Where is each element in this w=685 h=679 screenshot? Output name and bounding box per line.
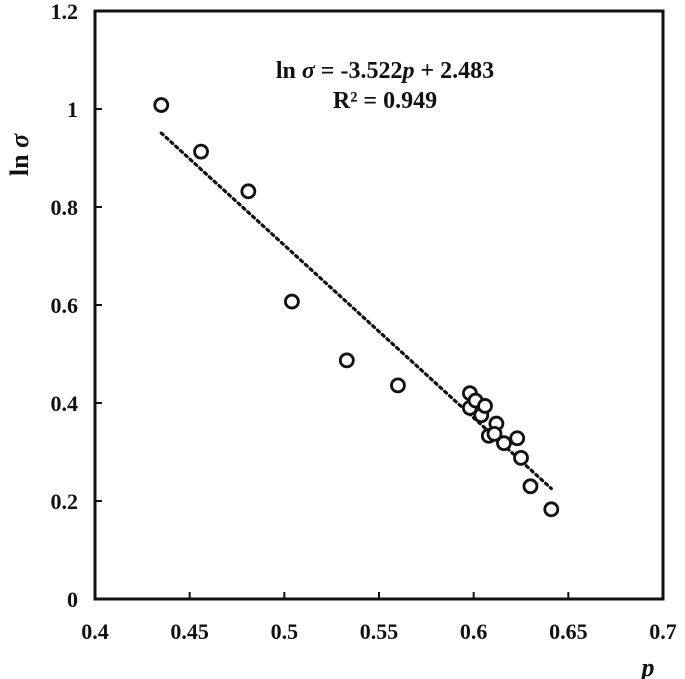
x-tick-label: 0.7 — [649, 619, 677, 644]
data-point — [193, 143, 209, 160]
trendline — [159, 131, 553, 491]
data-point — [338, 352, 355, 369]
y-tick-label: 1.2 — [51, 0, 79, 24]
data-points — [153, 97, 560, 518]
data-point — [284, 293, 300, 310]
data-point — [477, 398, 493, 414]
x-tick-label: 0.55 — [360, 619, 399, 644]
x-tick-label: 0.45 — [170, 619, 209, 644]
y-tick-label: 0.4 — [51, 391, 79, 416]
y-axis-ticks: 0 0.2 0.4 0.6 0.8 1 1.2 — [51, 0, 102, 612]
y-axis-title: ln σ — [5, 133, 34, 176]
data-point — [390, 377, 406, 394]
y-tick-label: 0.6 — [51, 293, 79, 318]
data-point — [240, 183, 257, 200]
data-point — [153, 97, 170, 113]
data-point — [522, 478, 539, 495]
data-point — [509, 430, 526, 447]
y-tick-label: 0 — [67, 587, 78, 612]
x-axis-ticks: 0.4 0.45 0.5 0.55 0.6 0.65 0.7 — [81, 592, 677, 644]
y-tick-label: 1 — [67, 97, 78, 122]
x-tick-label: 0.4 — [81, 619, 109, 644]
r-squared-label: R² = 0.949 — [333, 88, 437, 114]
y-tick-label: 0.2 — [51, 489, 79, 514]
data-point — [543, 501, 560, 518]
x-tick-label: 0.5 — [271, 619, 299, 644]
regression-equation: ln σ = -3.522p + 2.483 — [276, 58, 494, 84]
x-tick-label: 0.6 — [460, 619, 488, 644]
x-axis-title: p — [640, 653, 655, 679]
x-tick-label: 0.65 — [549, 619, 588, 644]
data-point — [513, 449, 529, 466]
data-point — [496, 435, 512, 452]
data-point — [486, 425, 503, 442]
y-tick-label: 0.8 — [51, 195, 79, 220]
